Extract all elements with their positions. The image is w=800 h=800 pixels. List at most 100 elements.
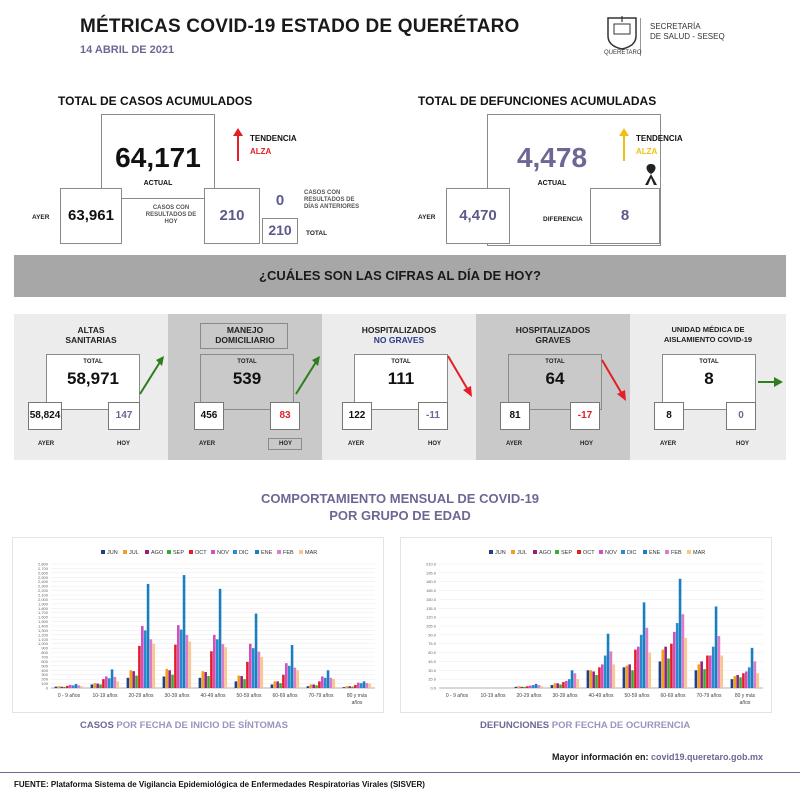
y-tick-label: 100 bbox=[41, 681, 48, 686]
panel-hoy-label-box bbox=[268, 438, 302, 450]
bar bbox=[332, 679, 336, 688]
y-tick-label: 150.0 bbox=[426, 597, 437, 602]
y-tick-label: 15.0 bbox=[428, 677, 437, 682]
panel-total-label: TOTAL bbox=[83, 359, 103, 365]
x-tick-label: 60-69 años bbox=[660, 693, 686, 699]
y-tick-label: 600 bbox=[41, 659, 48, 664]
legend-item: FEB bbox=[665, 550, 682, 556]
bar bbox=[559, 684, 562, 688]
y-tick-label: 2,600 bbox=[38, 570, 49, 575]
legend-item: AGO bbox=[533, 550, 552, 556]
y-tick-label: 30.0 bbox=[428, 668, 437, 673]
bar bbox=[720, 655, 724, 688]
casos-hoy-value: 210 bbox=[219, 207, 245, 224]
y-tick-label: 165.0 bbox=[426, 588, 437, 593]
casos-actual-value: 64,171 bbox=[115, 142, 201, 173]
logo-subtext: QUERÉTARO bbox=[604, 50, 642, 56]
arrow-up-yellow-icon bbox=[619, 128, 629, 161]
y-tick-label: 700 bbox=[41, 655, 48, 660]
bar bbox=[315, 685, 318, 688]
bar bbox=[706, 655, 709, 688]
x-tick-label: 30-39 años bbox=[164, 693, 190, 699]
svg-text:AGO: AGO bbox=[539, 550, 552, 556]
legend-item: DIC bbox=[233, 550, 249, 556]
legend-item: SEP bbox=[555, 550, 572, 556]
casos-total-label: TOTAL bbox=[306, 230, 328, 237]
bar bbox=[697, 664, 701, 688]
footer-url[interactable]: covid19.queretaro.gob.mx bbox=[651, 752, 764, 762]
defunciones-actual-value: 4,478 bbox=[516, 142, 588, 173]
casos-actual-label: ACTUAL bbox=[143, 180, 173, 187]
y-tick-label: 2,100 bbox=[38, 593, 49, 598]
section-title: COMPORTAMIENTO MENSUAL DE COVID-19 POR G… bbox=[260, 491, 540, 523]
svg-text:OCT: OCT bbox=[583, 550, 595, 556]
x-tick-label: años bbox=[740, 700, 751, 706]
bar bbox=[293, 667, 297, 688]
bar bbox=[171, 674, 174, 688]
y-tick-label: 500 bbox=[41, 663, 48, 668]
bar bbox=[90, 684, 94, 688]
bar bbox=[224, 647, 228, 688]
bar bbox=[287, 665, 291, 688]
bar bbox=[756, 673, 760, 688]
arrow-up-red-icon bbox=[233, 128, 243, 161]
bar bbox=[279, 683, 282, 688]
defunciones-diff-label: DIFERENCIA bbox=[543, 216, 583, 223]
bar bbox=[204, 672, 207, 688]
arrow-right-green-icon bbox=[758, 377, 783, 387]
bar bbox=[323, 677, 327, 688]
bar bbox=[664, 646, 667, 688]
svg-text:FEB: FEB bbox=[671, 550, 682, 556]
svg-text:DIC: DIC bbox=[239, 550, 249, 556]
bar bbox=[348, 686, 351, 688]
bar bbox=[260, 657, 264, 688]
bar bbox=[129, 670, 133, 688]
panel-total-label: TOTAL bbox=[545, 359, 565, 365]
bar bbox=[700, 661, 703, 688]
y-tick-label: 1,400 bbox=[38, 624, 49, 629]
y-tick-label: 0 bbox=[46, 686, 49, 691]
x-tick-label: 50-59 años bbox=[624, 693, 650, 699]
bar bbox=[520, 686, 523, 688]
bar bbox=[523, 686, 526, 688]
y-tick-label: 2,200 bbox=[38, 588, 49, 593]
panel-altas: ALTAS SANITARIAS TOTAL 58,971 58,824 147 … bbox=[14, 314, 168, 460]
chart-defunciones: JUN JUL AGO SEP OCT NOV DIC ENE FEB MAR 0.0 15.0 30.… bbox=[426, 550, 763, 706]
panel-ayer-value: 58,824 bbox=[28, 402, 62, 430]
bar bbox=[270, 684, 274, 688]
bar bbox=[742, 673, 745, 688]
x-tick-label: 20-29 años bbox=[516, 693, 542, 699]
bar bbox=[141, 626, 144, 688]
y-tick-label: 90.0 bbox=[428, 632, 437, 637]
y-tick-label: 1,100 bbox=[38, 637, 49, 642]
casos-total-box bbox=[262, 218, 298, 244]
casos-ayer-box bbox=[60, 188, 122, 244]
casos-actual-box bbox=[101, 114, 215, 199]
svg-text:ENE: ENE bbox=[649, 550, 661, 556]
bar bbox=[368, 683, 372, 688]
footer-more-info: Mayor información en: covid19.queretaro.… bbox=[552, 752, 764, 762]
bar bbox=[66, 685, 69, 688]
panel-total-label: TOTAL bbox=[237, 359, 257, 365]
bar bbox=[149, 639, 153, 688]
bar bbox=[309, 684, 313, 688]
bar bbox=[116, 681, 120, 688]
panel-outline bbox=[508, 354, 602, 410]
shield-logo-icon bbox=[607, 16, 637, 50]
svg-text:AGO: AGO bbox=[151, 550, 164, 556]
bar bbox=[282, 674, 285, 688]
bar bbox=[251, 648, 255, 688]
legend-item: ENE bbox=[643, 550, 661, 556]
bar bbox=[681, 614, 685, 688]
panel-total-value: 8 bbox=[704, 369, 714, 388]
bar bbox=[540, 686, 544, 688]
svg-text:NOV: NOV bbox=[605, 550, 617, 556]
casos-ayer-label: AYER bbox=[32, 214, 50, 221]
x-tick-label: 10-19 años bbox=[480, 693, 506, 699]
bar bbox=[342, 687, 346, 688]
x-tick-label: 0 - 9 años bbox=[58, 693, 81, 699]
bar bbox=[218, 588, 222, 688]
bar bbox=[736, 675, 739, 688]
bar bbox=[622, 667, 626, 688]
panel-ayer-value: 456 bbox=[194, 402, 224, 430]
